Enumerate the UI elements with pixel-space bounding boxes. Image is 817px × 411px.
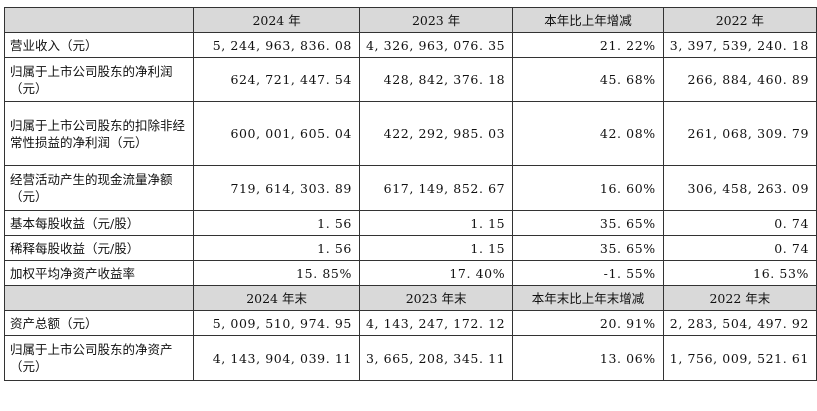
value-2024: 719, 614, 303. 89 [193, 165, 360, 211]
header-change: 本年比上年增减 [512, 7, 664, 33]
value-2024: 4, 143, 904, 039. 11 [193, 335, 360, 381]
value-2022: 3, 397, 539, 240. 18 [662, 32, 817, 58]
value-2023: 4, 143, 247, 172. 12 [358, 310, 514, 336]
value-2024: 1. 56 [193, 210, 360, 236]
value-2022: 306, 458, 263. 09 [662, 165, 817, 211]
row-label: 归属于上市公司股东的净利润（元） [3, 57, 195, 102]
value-change: 42. 08% [512, 101, 664, 166]
table-row: 资产总额（元） 5, 009, 510, 974. 95 4, 143, 247… [3, 310, 817, 336]
header-blank-cell [3, 285, 195, 311]
header-2022: 2022 年 [662, 7, 817, 33]
value-2022: 1, 756, 009, 521. 61 [662, 335, 817, 381]
value-2023: 428, 842, 376. 18 [358, 57, 514, 102]
table-row: 归属于上市公司股东的净资产（元） 4, 143, 904, 039. 11 3,… [3, 335, 817, 381]
value-2022: 0. 74 [662, 210, 817, 236]
row-label: 基本每股收益（元/股） [3, 210, 195, 236]
header-2023: 2023 年 [358, 7, 514, 33]
table-row: 基本每股收益（元/股） 1. 56 1. 15 35. 65% 0. 74 [3, 210, 817, 236]
value-2024: 5, 009, 510, 974. 95 [193, 310, 360, 336]
row-label: 资产总额（元） [3, 310, 195, 336]
table-row: 加权平均净资产收益率 15. 85% 17. 40% -1. 55% 16. 5… [3, 260, 817, 286]
key-financial-indicators-table: 2024 年 2023 年 本年比上年增减 2022 年 营业收入（元） 5, … [3, 7, 817, 381]
value-2023: 1. 15 [358, 210, 514, 236]
value-change: 35. 65% [512, 210, 664, 236]
value-2023: 3, 665, 208, 345. 11 [358, 335, 514, 381]
header-row-year-end: 2024 年末 2023 年末 本年末比上年末增减 2022 年末 [3, 285, 817, 311]
header-2024: 2024 年 [193, 7, 360, 33]
header-blank-cell [3, 7, 195, 33]
value-change: 16. 60% [512, 165, 664, 211]
value-2023: 1. 15 [358, 235, 514, 261]
value-2024: 624, 721, 447. 54 [193, 57, 360, 102]
value-change: 35. 65% [512, 235, 664, 261]
table-row: 归属于上市公司股东的扣除非经常性损益的净利润（元） 600, 001, 605.… [3, 101, 817, 166]
value-2023: 617, 149, 852. 67 [358, 165, 514, 211]
value-change: 21. 22% [512, 32, 664, 58]
table-row: 稀释每股收益（元/股） 1. 56 1. 15 35. 65% 0. 74 [3, 235, 817, 261]
row-label: 稀释每股收益（元/股） [3, 235, 195, 261]
row-label: 归属于上市公司股东的净资产（元） [3, 335, 195, 381]
row-label: 加权平均净资产收益率 [3, 260, 195, 286]
header-year-end-change: 本年末比上年末增减 [512, 285, 664, 311]
row-label: 归属于上市公司股东的扣除非经常性损益的净利润（元） [3, 101, 195, 166]
value-2024: 600, 001, 605. 04 [193, 101, 360, 166]
value-2024: 1. 56 [193, 235, 360, 261]
value-2024: 15. 85% [193, 260, 360, 286]
value-change: -1. 55% [512, 260, 664, 286]
value-2022: 0. 74 [662, 235, 817, 261]
header-2023-year-end: 2023 年末 [358, 285, 514, 311]
value-change: 13. 06% [512, 335, 664, 381]
value-2023: 17. 40% [358, 260, 514, 286]
value-2022: 261, 068, 309. 79 [662, 101, 817, 166]
table-row: 归属于上市公司股东的净利润（元） 624, 721, 447. 54 428, … [3, 57, 817, 102]
value-change: 45. 68% [512, 57, 664, 102]
row-label: 营业收入（元） [3, 32, 195, 58]
table-row: 营业收入（元） 5, 244, 963, 836. 08 4, 326, 963… [3, 32, 817, 58]
value-change: 20. 91% [512, 310, 664, 336]
value-2023: 4, 326, 963, 076. 35 [358, 32, 514, 58]
row-label: 经营活动产生的现金流量净额（元） [3, 165, 195, 211]
value-2022: 266, 884, 460. 89 [662, 57, 817, 102]
value-2022: 2, 283, 504, 497. 92 [662, 310, 817, 336]
header-row-annual: 2024 年 2023 年 本年比上年增减 2022 年 [3, 7, 817, 33]
value-2022: 16. 53% [662, 260, 817, 286]
financial-table-container: 2024 年 2023 年 本年比上年增减 2022 年 营业收入（元） 5, … [3, 7, 817, 381]
value-2024: 5, 244, 963, 836. 08 [193, 32, 360, 58]
table-row: 经营活动产生的现金流量净额（元） 719, 614, 303. 89 617, … [3, 165, 817, 211]
header-2024-year-end: 2024 年末 [193, 285, 360, 311]
value-2023: 422, 292, 985. 03 [358, 101, 514, 166]
header-2022-year-end: 2022 年末 [662, 285, 817, 311]
